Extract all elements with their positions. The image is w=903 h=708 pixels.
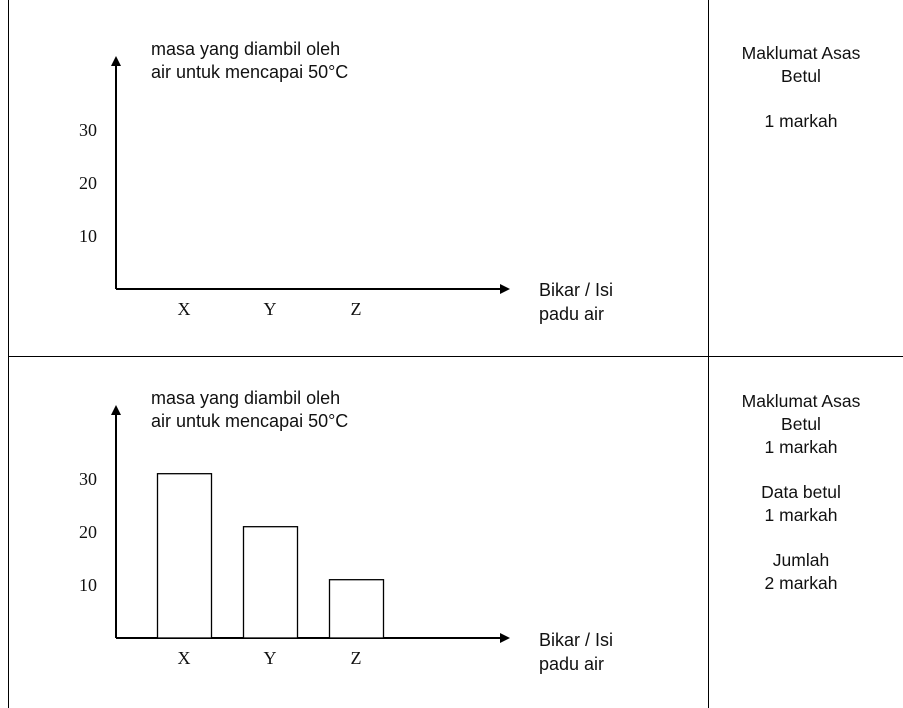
- chart1-ylabel: masa yang diambil oleh air untuk mencapa…: [151, 39, 349, 82]
- bar-z: [328, 579, 385, 639]
- marking-note: 1 markah: [764, 111, 838, 131]
- x-axis-arrow-icon: [500, 284, 510, 294]
- chart1-xlabel: Bikar / Isi padu air: [539, 280, 614, 324]
- x-tick-label: Z: [351, 648, 362, 668]
- bar-x: [156, 473, 213, 639]
- y-tick-label: 10: [79, 226, 97, 246]
- marking-note: Jumlah 2 markah: [764, 550, 838, 593]
- chart2-ylabel: masa yang diambil oleh air untuk mencapa…: [151, 388, 349, 431]
- y-tick-label: 10: [79, 575, 97, 595]
- y-tick-label: 30: [79, 120, 97, 140]
- y-tick-label: 20: [79, 522, 97, 542]
- x-tick-label: X: [178, 648, 191, 668]
- x-tick-label: Y: [264, 648, 277, 668]
- marking-note: Data betul 1 markah: [761, 482, 841, 525]
- x-tick-label: Z: [351, 299, 362, 319]
- y-axis-arrow-icon: [111, 405, 121, 415]
- marking-note: Maklumat Asas Betul: [741, 43, 861, 86]
- y-tick-label: 20: [79, 173, 97, 193]
- x-axis-arrow-icon: [500, 633, 510, 643]
- x-tick-label: X: [178, 299, 191, 319]
- marking-notes-1: Maklumat Asas Betul 1 markah: [706, 42, 896, 133]
- bar-y: [242, 526, 299, 639]
- chart2-xlabel: Bikar / Isi padu air: [539, 630, 614, 674]
- y-axis-arrow-icon: [111, 56, 121, 66]
- x-tick-label: Y: [264, 299, 277, 319]
- marking-notes-2: Maklumat Asas Betul 1 markah Data betul …: [706, 390, 896, 595]
- marking-note: Maklumat Asas Betul 1 markah: [741, 391, 861, 457]
- y-tick-label: 30: [79, 469, 97, 489]
